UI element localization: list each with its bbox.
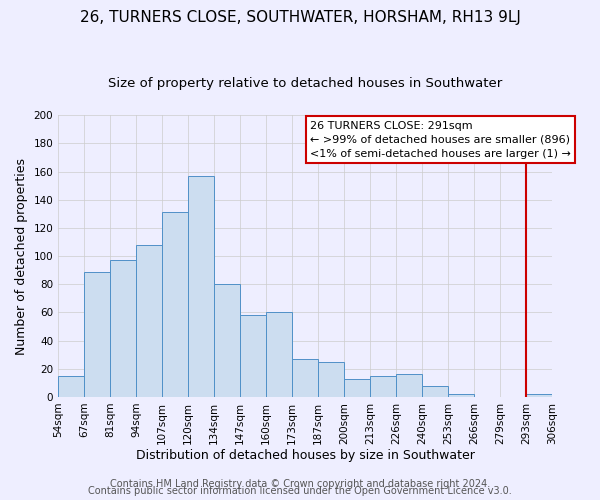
Text: 26, TURNERS CLOSE, SOUTHWATER, HORSHAM, RH13 9LJ: 26, TURNERS CLOSE, SOUTHWATER, HORSHAM, … [80, 10, 520, 25]
Text: Contains HM Land Registry data © Crown copyright and database right 2024.: Contains HM Land Registry data © Crown c… [110, 479, 490, 489]
Bar [84, 272, 110, 397]
X-axis label: Distribution of detached houses by size in Southwater: Distribution of detached houses by size … [136, 450, 475, 462]
Bar [448, 394, 474, 397]
Bar [344, 378, 370, 397]
Bar [422, 386, 448, 397]
Bar [266, 312, 292, 397]
Bar [188, 176, 214, 397]
Bar [162, 212, 188, 397]
Bar [318, 362, 344, 397]
Bar [396, 374, 422, 397]
Bar [136, 245, 162, 397]
Y-axis label: Number of detached properties: Number of detached properties [15, 158, 28, 354]
Title: Size of property relative to detached houses in Southwater: Size of property relative to detached ho… [108, 78, 502, 90]
Bar [110, 260, 136, 397]
Text: 26 TURNERS CLOSE: 291sqm
← >99% of detached houses are smaller (896)
<1% of semi: 26 TURNERS CLOSE: 291sqm ← >99% of detac… [310, 121, 571, 159]
Text: Contains public sector information licensed under the Open Government Licence v3: Contains public sector information licen… [88, 486, 512, 496]
Bar [214, 284, 240, 397]
Bar [292, 359, 318, 397]
Bar [240, 316, 266, 397]
Bar [370, 376, 396, 397]
Bar [526, 394, 552, 397]
Bar [58, 376, 84, 397]
